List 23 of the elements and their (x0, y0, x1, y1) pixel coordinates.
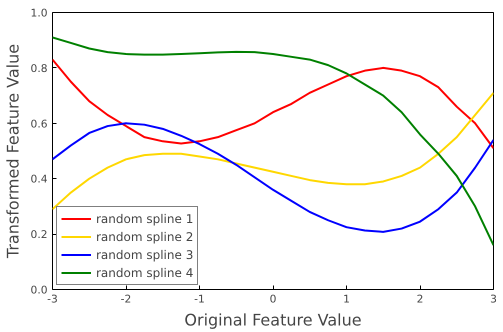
x-tick-label: 0 (270, 292, 277, 306)
legend-label: random spline 3 (96, 247, 194, 262)
y-tick-label: 1.0 (30, 6, 48, 20)
line-series (52, 36, 494, 246)
legend-label: random spline 1 (96, 211, 194, 226)
y-axis-title: Transformed Feature Value (4, 44, 23, 260)
y-tick-label: 0.0 (30, 284, 48, 296)
x-tick-label: -2 (120, 292, 132, 306)
x-tick-label: -3 (47, 292, 58, 306)
legend-label: random spline 4 (96, 265, 194, 280)
y-tick-label: 0.8 (30, 62, 48, 75)
y-tick-label: 0.6 (30, 117, 48, 130)
x-tick-label: 1 (343, 292, 350, 306)
line-series (52, 92, 494, 210)
line-series (52, 58, 494, 150)
legend-label: random spline 2 (96, 229, 194, 244)
x-tick-label: 2 (416, 292, 424, 306)
y-tick-label: 0.4 (30, 172, 48, 186)
y-tick-label: 0.2 (30, 228, 48, 242)
x-tick-label: -1 (194, 292, 205, 306)
x-tick-label: 3 (490, 292, 497, 306)
x-axis-title: Original Feature Value (184, 310, 362, 330)
line-series (52, 122, 494, 233)
